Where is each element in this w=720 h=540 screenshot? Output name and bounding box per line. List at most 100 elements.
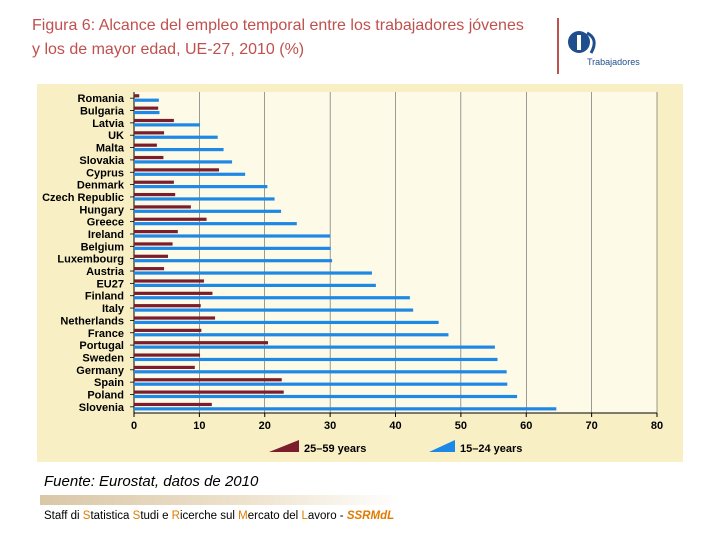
bar-15-24	[134, 271, 372, 275]
bar-15-24	[134, 147, 224, 152]
bar-15-24	[134, 283, 376, 287]
category-label: Hungary	[79, 204, 125, 216]
bar-25-59	[134, 242, 173, 246]
bar-25-59	[134, 304, 201, 308]
bar-25-59	[134, 155, 164, 160]
bar-25-59	[134, 316, 216, 320]
bar-15-24	[134, 135, 218, 139]
footer-part: M	[238, 510, 248, 522]
bar-25-59	[134, 131, 165, 135]
category-label: Poland	[87, 389, 124, 401]
bar-25-59	[134, 118, 174, 123]
category-label: Latvia	[92, 118, 125, 130]
bar-15-24	[134, 296, 410, 300]
category-label: Cyprus	[86, 167, 124, 179]
bar-25-59	[134, 205, 191, 209]
bar-25-59	[134, 328, 202, 332]
bar-15-24	[134, 160, 233, 164]
category-label: Spain	[94, 377, 124, 389]
category-label: Portugal	[79, 340, 124, 352]
bar-15-24	[134, 222, 297, 226]
bar-15-24	[134, 185, 268, 189]
bar-25-59	[134, 180, 174, 184]
legend-swatch-15-24	[429, 440, 455, 452]
category-label: Luxembourg	[57, 254, 124, 266]
bar-15-24	[134, 259, 333, 263]
bar-15-24	[134, 123, 201, 127]
legend-label-25-59: 25–59 years	[304, 443, 366, 455]
bar-25-59	[134, 254, 168, 258]
category-label: Slovakia	[79, 155, 125, 167]
footer-part: R	[171, 510, 180, 522]
bar-15-24	[134, 197, 275, 201]
category-label: Denmark	[77, 180, 125, 192]
x-tick-label: 70	[586, 420, 598, 432]
bar-25-59	[134, 94, 140, 98]
bar-chart: 0 10 20 30 40 50 60 70 80 RomaniaBulgariaLatviaUK…	[42, 92, 663, 455]
bar-15-24	[134, 370, 507, 374]
bar-15-24	[134, 246, 331, 250]
footer-part: icerche sul	[179, 510, 239, 522]
legend-label-15-24: 15–24 years	[460, 443, 522, 455]
logo-mark-swoosh	[586, 31, 596, 54]
bar-25-59	[134, 279, 204, 283]
bar-15-24	[134, 308, 414, 312]
bar-25-59	[134, 106, 159, 110]
footer-part: avoro -	[307, 510, 347, 522]
bar-25-59	[134, 192, 176, 197]
footer-part: S	[82, 510, 91, 522]
footer-part: Staff di	[44, 510, 83, 522]
footer-credit: Staff di Statistica Studi e Ricerche sul…	[44, 510, 394, 522]
bar-25-59	[134, 143, 157, 147]
bar-15-24	[134, 394, 518, 399]
source-note: Fuente: Eurostat, datos de 2010	[44, 473, 259, 490]
category-label: Malta	[96, 143, 125, 155]
category-label: Slovenia	[79, 402, 125, 414]
x-tick-label: 0	[131, 420, 137, 432]
category-label: UK	[108, 130, 124, 142]
category-label: Greece	[87, 217, 124, 229]
bar-25-59	[134, 267, 165, 271]
bar-15-24	[134, 345, 495, 349]
x-tick-label: 10	[193, 420, 205, 432]
bar-25-59	[134, 341, 269, 345]
bar-15-24	[134, 110, 160, 115]
footer-tag: SSRMdL	[346, 510, 395, 522]
footer-part: tudi e	[140, 510, 172, 522]
category-label: Ireland	[88, 229, 124, 241]
category-label: Czech Republic	[42, 192, 124, 204]
bar-25-59	[134, 230, 178, 234]
bar-15-24	[134, 98, 159, 102]
logo-mark-stem	[577, 35, 581, 50]
x-tick-label: 50	[455, 420, 467, 432]
category-label: Romania	[78, 93, 125, 105]
x-tick-label: 60	[520, 420, 532, 432]
logo-divider	[557, 18, 559, 74]
bar-25-59	[134, 291, 213, 295]
footer-part: L	[301, 510, 308, 522]
bar-25-59	[134, 353, 201, 357]
category-label: Netherlands	[60, 315, 124, 327]
bar-25-59	[134, 365, 195, 370]
x-tick-label: 80	[651, 420, 663, 432]
trabajadores-logo	[568, 31, 596, 54]
footer-part: ercato del	[247, 510, 302, 522]
legend-swatch-25-59	[269, 440, 299, 452]
category-label: Italy	[102, 303, 125, 315]
bar-15-24	[134, 333, 449, 337]
x-tick-label: 20	[259, 420, 271, 432]
x-tick-label: 30	[324, 420, 336, 432]
category-label: Sweden	[82, 352, 124, 364]
bar-25-59	[134, 402, 212, 407]
category-label: Bulgaria	[80, 106, 125, 118]
bar-15-24	[134, 172, 246, 176]
category-label: Finland	[85, 291, 124, 303]
category-label: Germany	[76, 365, 125, 377]
footer-part: tatistica	[90, 510, 133, 522]
slide-title: Figura 6: Alcance del empleo temporal en…	[32, 17, 524, 58]
bar-15-24	[134, 320, 439, 325]
bar-15-24	[134, 407, 557, 411]
category-label: EU27	[96, 278, 124, 290]
bar-25-59	[134, 390, 284, 394]
bar-25-59	[134, 217, 207, 221]
